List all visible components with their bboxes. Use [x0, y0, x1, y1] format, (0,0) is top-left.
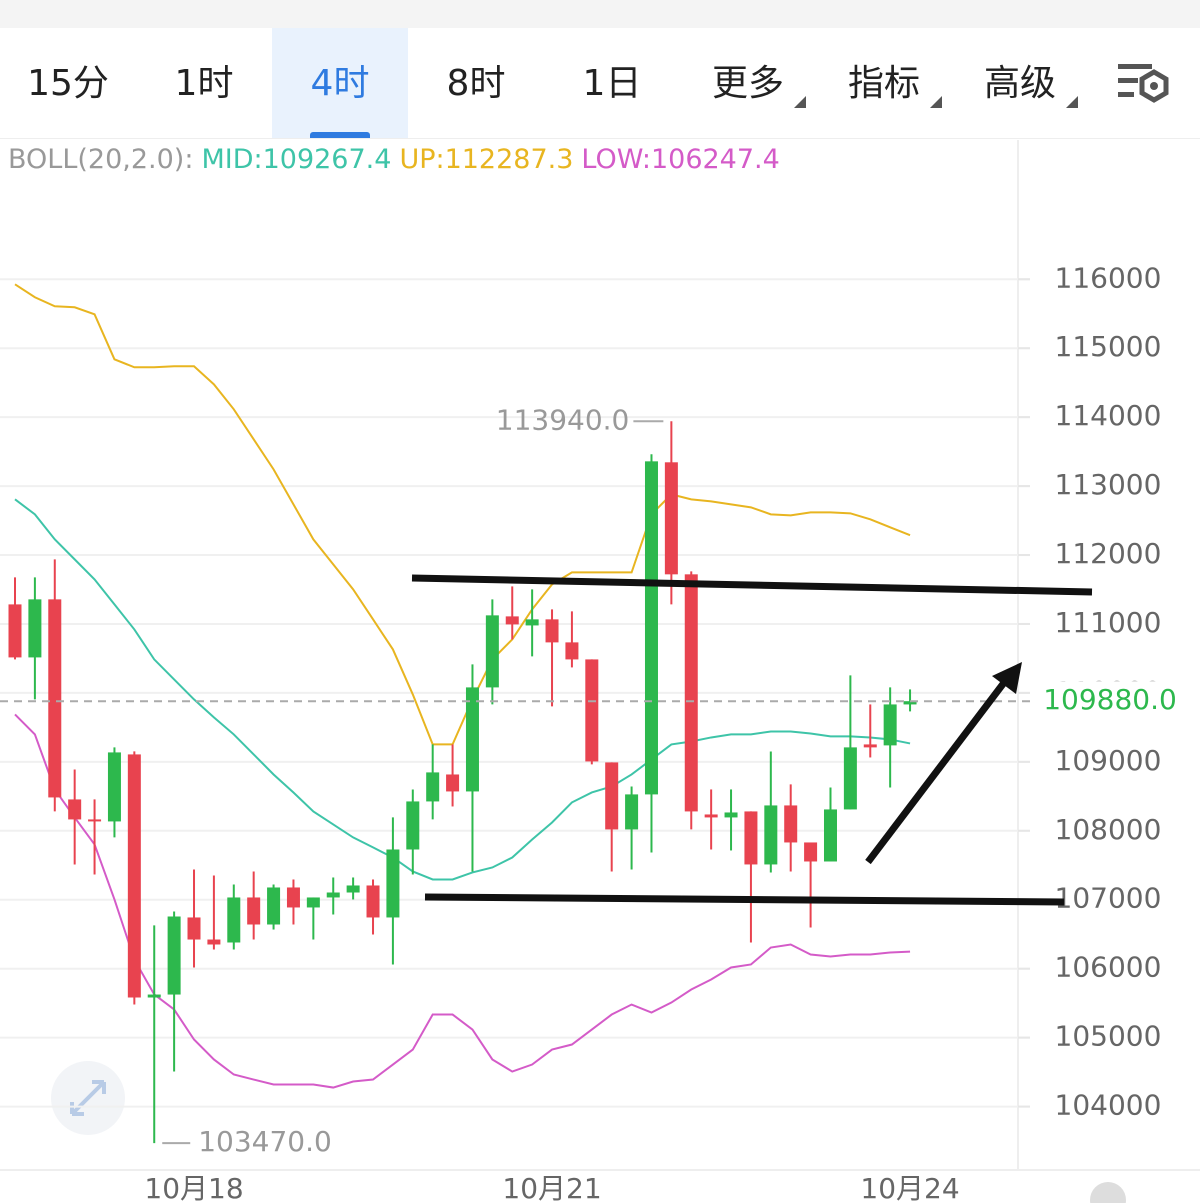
candle-body — [664, 462, 678, 575]
candle-body — [326, 892, 340, 898]
boll-line — [14, 498, 911, 881]
tab[interactable]: 指标 — [847, 63, 920, 104]
candle-body — [88, 819, 102, 822]
legend-name: MID: — [201, 144, 262, 175]
tab[interactable]: 8时 — [446, 63, 506, 104]
y-tick-label: 113000 — [1055, 468, 1162, 501]
legend: MID:109267.4 UP:112287.3 LOW:106247.4 — [201, 144, 779, 175]
indicator-name: BOLL(20,2.0): — [8, 144, 193, 175]
boll-line — [14, 283, 911, 746]
candle-body — [724, 812, 738, 818]
candle-body — [346, 885, 360, 893]
high-label: 113940.0 — [496, 403, 630, 436]
candle-body — [565, 642, 579, 660]
y-tick-label: 115000 — [1055, 330, 1162, 363]
status-strip — [0, 0, 1200, 28]
tab[interactable]: 高级 — [983, 63, 1056, 104]
candle-body — [764, 805, 778, 865]
candle-body — [465, 687, 479, 792]
y-tick-label: 111000 — [1055, 606, 1162, 639]
candle-body — [187, 917, 201, 940]
candle-body — [8, 604, 22, 658]
candle-body — [505, 616, 519, 625]
candle-body — [167, 916, 181, 995]
candle-body — [68, 799, 82, 820]
y-tick-label: 106000 — [1055, 951, 1162, 984]
candle-body — [804, 842, 818, 862]
x-tick-label: 10月18 — [144, 1172, 243, 1203]
candle-body — [286, 887, 300, 908]
candle-body — [406, 801, 420, 850]
candle-body — [107, 752, 121, 822]
candle-body — [127, 754, 141, 998]
candle-body — [823, 809, 837, 862]
candle-body — [644, 461, 658, 795]
y-tick-label: 104000 — [1055, 1089, 1162, 1122]
indicator-legend: BOLL(20,2.0): MID:109267.4 UP:112287.3 LOW:… — [8, 144, 780, 175]
drawn-line — [411, 574, 1093, 596]
candle-body — [625, 794, 639, 830]
y-tick-label: 116000 — [1055, 261, 1162, 294]
low-label: 103470.0 — [198, 1125, 332, 1158]
tab-bar: 高级 指标 更多 1日 8时 4时 1时 15分 — [0, 28, 1200, 139]
drawn-line — [424, 893, 1065, 906]
candle-body — [525, 619, 539, 626]
arrow-head — [992, 662, 1022, 694]
candle-body — [147, 994, 161, 998]
drawn-arrow — [865, 677, 1009, 865]
candle-body — [605, 762, 619, 830]
candle-body — [485, 615, 499, 688]
x-tick-label: 10月21 — [502, 1172, 601, 1203]
candle-body — [426, 772, 440, 802]
candle-body — [247, 897, 261, 925]
y-tick-label: 108000 — [1055, 813, 1162, 846]
candle-body — [267, 887, 281, 925]
candle-body — [843, 747, 857, 810]
tab[interactable]: 更多 — [711, 63, 784, 104]
tab[interactable]: 4时 — [272, 28, 408, 138]
candle-body — [306, 897, 320, 908]
candle-body — [207, 939, 221, 945]
y-tick-label: 107000 — [1055, 882, 1162, 915]
legend-value: 112287.3 — [445, 144, 574, 175]
legend-value: 106247.4 — [651, 144, 780, 175]
candle-body — [386, 849, 400, 918]
last-price-label: 109880.0 — [1043, 683, 1177, 716]
settings-icon[interactable] — [1114, 58, 1174, 118]
dropdown-marker — [794, 96, 806, 108]
candle-body — [883, 704, 897, 746]
tab[interactable]: 1日 — [582, 63, 642, 104]
tab[interactable]: 15分 — [27, 63, 109, 104]
expand-icon — [70, 1080, 106, 1116]
candle-body — [684, 574, 698, 812]
tab[interactable]: 1时 — [174, 63, 234, 104]
candle-body — [48, 599, 62, 798]
price-box — [1032, 681, 1200, 722]
candle-body — [744, 811, 758, 865]
candle-body — [366, 885, 380, 918]
y-tick-label: 105000 — [1055, 1020, 1162, 1053]
candle-body — [545, 619, 559, 643]
y-tick-label: 109000 — [1055, 744, 1162, 777]
candle-body — [585, 659, 599, 762]
candle-body — [863, 744, 877, 748]
candle-body — [903, 701, 917, 705]
candle-body — [446, 774, 460, 792]
dropdown-marker — [1066, 96, 1078, 108]
y-tick-label: 114000 — [1055, 399, 1162, 432]
candle-body — [784, 805, 798, 843]
legend-name: LOW: — [581, 144, 651, 175]
x-tick-label: 10月24 — [860, 1172, 959, 1203]
boll-line — [14, 713, 911, 1089]
legend-value: 109267.4 — [263, 144, 392, 175]
candle-body — [704, 814, 718, 818]
k-button[interactable] — [1090, 1182, 1126, 1203]
legend-name: UP: — [399, 144, 444, 175]
candle-body — [28, 599, 42, 658]
y-tick-label: 112000 — [1055, 537, 1162, 570]
candle-body — [227, 897, 241, 943]
dropdown-marker — [930, 96, 942, 108]
